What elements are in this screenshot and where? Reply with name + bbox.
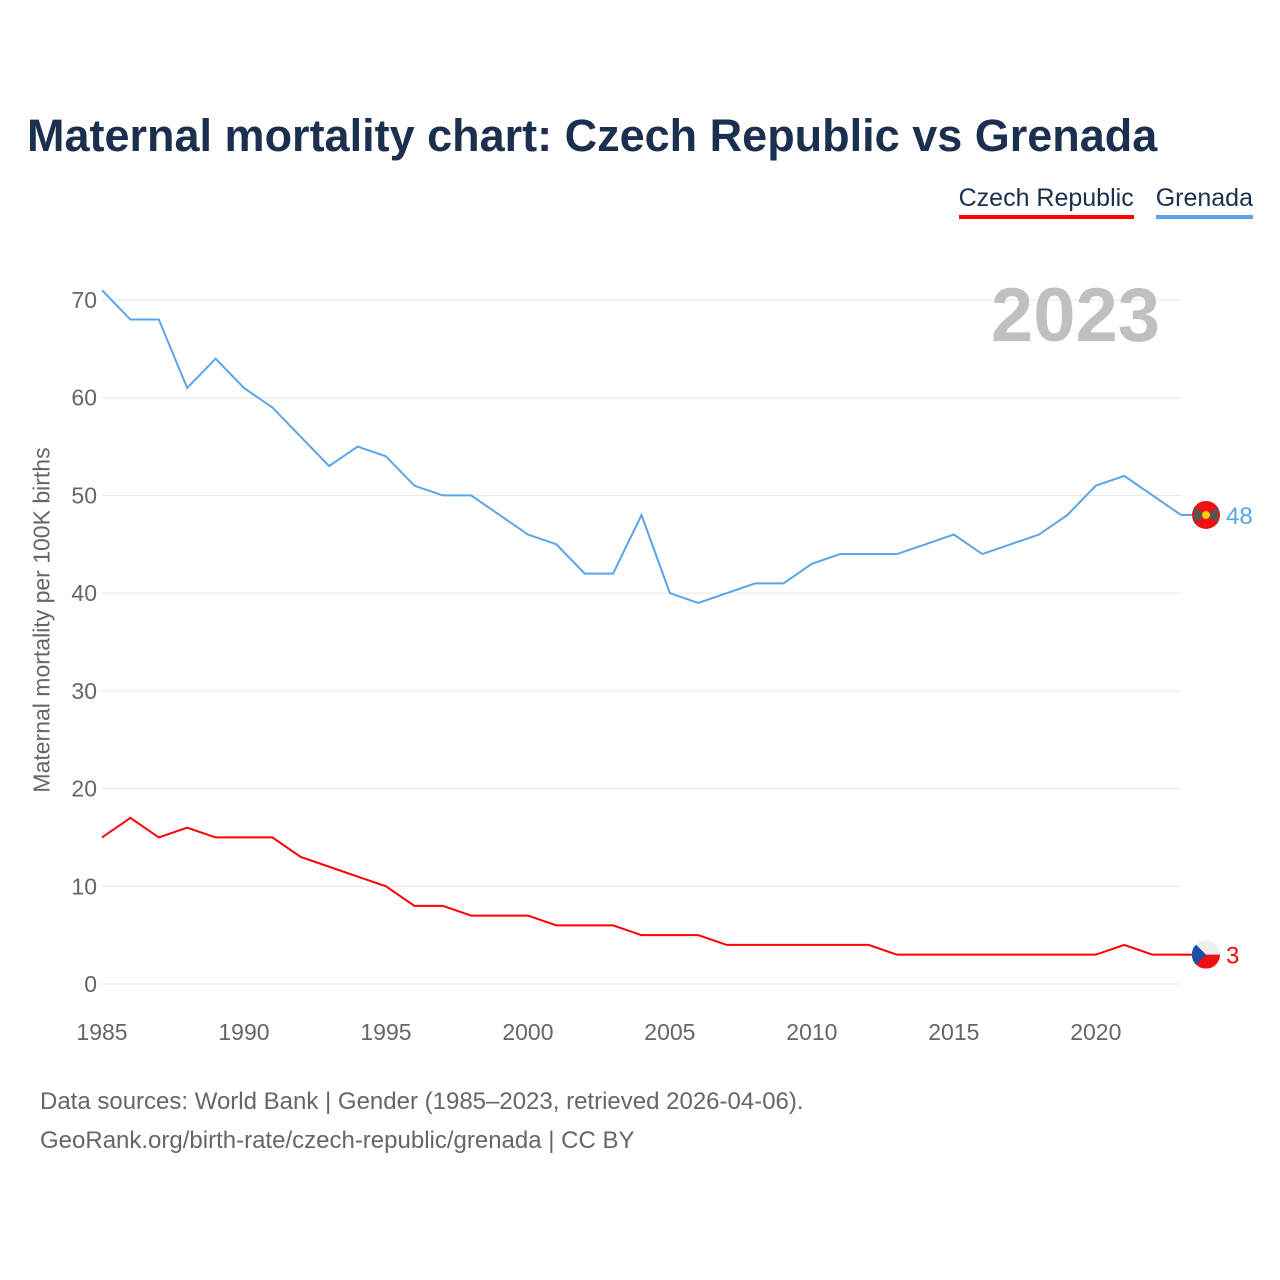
legend: Czech Republic Grenada <box>958 184 1253 219</box>
x-tick-label: 2005 <box>644 1019 695 1045</box>
footer-link[interactable]: GeoRank.org/birth-rate/czech-republic/gr… <box>40 1127 635 1154</box>
legend-czech-republic[interactable]: Czech Republic <box>958 184 1134 219</box>
y-tick-label: 20 <box>71 776 97 802</box>
x-tick-label: 2000 <box>502 1019 553 1045</box>
end-value-label: 3 <box>1226 943 1239 970</box>
y-tick-label: 70 <box>71 287 97 313</box>
y-tick-label: 10 <box>71 873 97 899</box>
y-tick-label: 40 <box>71 580 97 606</box>
flag-grenada-star <box>1202 510 1210 519</box>
footer-sources: Data sources: World Bank | Gender (1985–… <box>40 1088 804 1115</box>
x-tick-label: 2010 <box>786 1019 837 1045</box>
year-badge: 2023 <box>990 273 1160 358</box>
y-tick-label: 0 <box>84 971 97 997</box>
x-tick-label: 2020 <box>1070 1019 1121 1045</box>
y-tick-label: 30 <box>71 678 97 704</box>
x-tick-label: 1985 <box>76 1019 127 1045</box>
series-line-czech-republic <box>101 816 1181 956</box>
chart-title: Maternal mortality chart: Czech Republic… <box>27 110 1158 161</box>
y-tick-label: 50 <box>71 482 97 508</box>
y-axis-label: Maternal mortality per 100K births <box>28 447 55 793</box>
legend-grenada[interactable]: Grenada <box>1155 184 1253 219</box>
x-tick-label: 1990 <box>218 1019 269 1045</box>
flag-blue-triangle <box>1191 944 1206 965</box>
end-value-label: 48 <box>1226 503 1253 530</box>
x-tick-label: 1995 <box>360 1019 411 1045</box>
y-tick-label: 60 <box>71 385 97 411</box>
series-line-grenada <box>101 289 1182 604</box>
x-tick-label: 2015 <box>928 1019 979 1045</box>
